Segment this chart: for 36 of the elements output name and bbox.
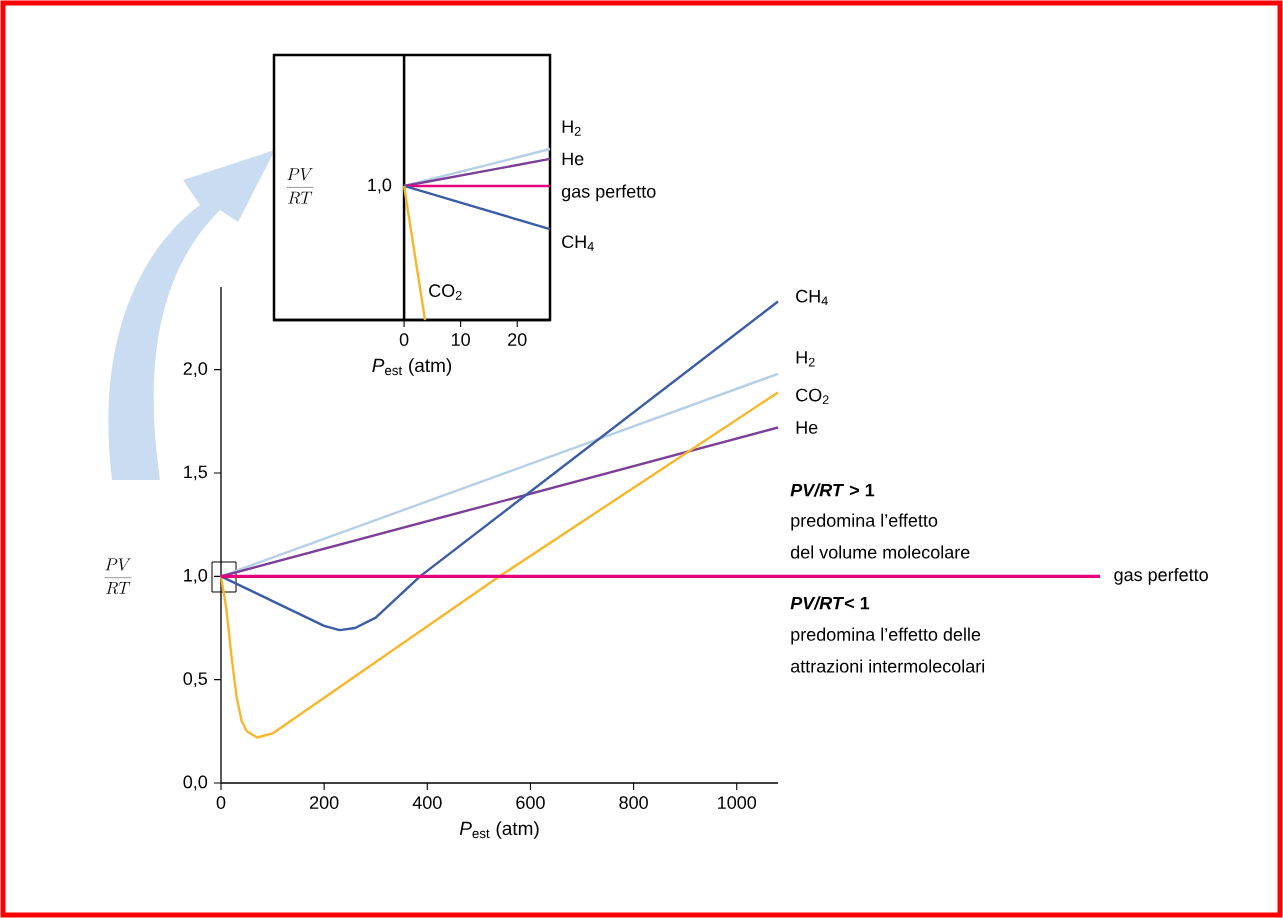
series-label: CO$_{2}$ (796, 388, 829, 405)
x-tick-label: 0 (216, 796, 226, 809)
series-label: CH$_{4}$ (562, 235, 594, 251)
y-tick-label: 0,5 (183, 672, 208, 688)
x-tick-label: 20 (508, 333, 527, 346)
text: predomina l’effetto (791, 513, 938, 531)
x-axis-title: P$_{est}$ (atm) (459, 821, 539, 839)
x-tick-label: 10 (452, 333, 470, 346)
x-tick-label: 800 (619, 796, 648, 809)
y-tick-label: 2,0 (183, 362, 208, 378)
series-label: gas perfetto (561, 184, 656, 202)
series-label: He (562, 152, 584, 166)
x-tick-label: 600 (516, 796, 545, 809)
y-axis-title: $\frac{PV}{RT}$ (286, 168, 314, 204)
y-tick-label: 1,5 (184, 465, 208, 481)
text: PV/RT< 1 (790, 596, 870, 610)
text: PV/RT > 1 (790, 483, 875, 497)
y-axis-title: $\frac{PV}{RT}$ (104, 558, 132, 595)
series-label: CH$_{4}$ (796, 289, 828, 306)
x-tick-label: 1000 (718, 796, 757, 809)
series-label: H$_{2}$ (562, 120, 581, 136)
x-tick-label: 400 (412, 796, 442, 809)
series-label: He (796, 421, 818, 434)
x-axis-title: P$_{est}$ (atm) (372, 358, 452, 376)
text: predomina l’effetto delle (791, 627, 981, 645)
text: attrazioni intermolecolari (790, 659, 985, 673)
series-label: H$_{2}$ (796, 351, 815, 367)
y-tick-label: 1,0 (184, 568, 208, 584)
text: del volume molecolare (790, 545, 970, 559)
x-tick-label: 0 (399, 333, 409, 346)
line-series (219, 391, 780, 739)
series-label: CO$_{2}$ (429, 284, 462, 300)
x-tick-label: 200 (310, 796, 339, 809)
annotation: 1,0 (368, 178, 392, 194)
y-tick-label: 0,0 (183, 775, 208, 791)
ref-line-label: gas perfetto (1114, 567, 1208, 585)
